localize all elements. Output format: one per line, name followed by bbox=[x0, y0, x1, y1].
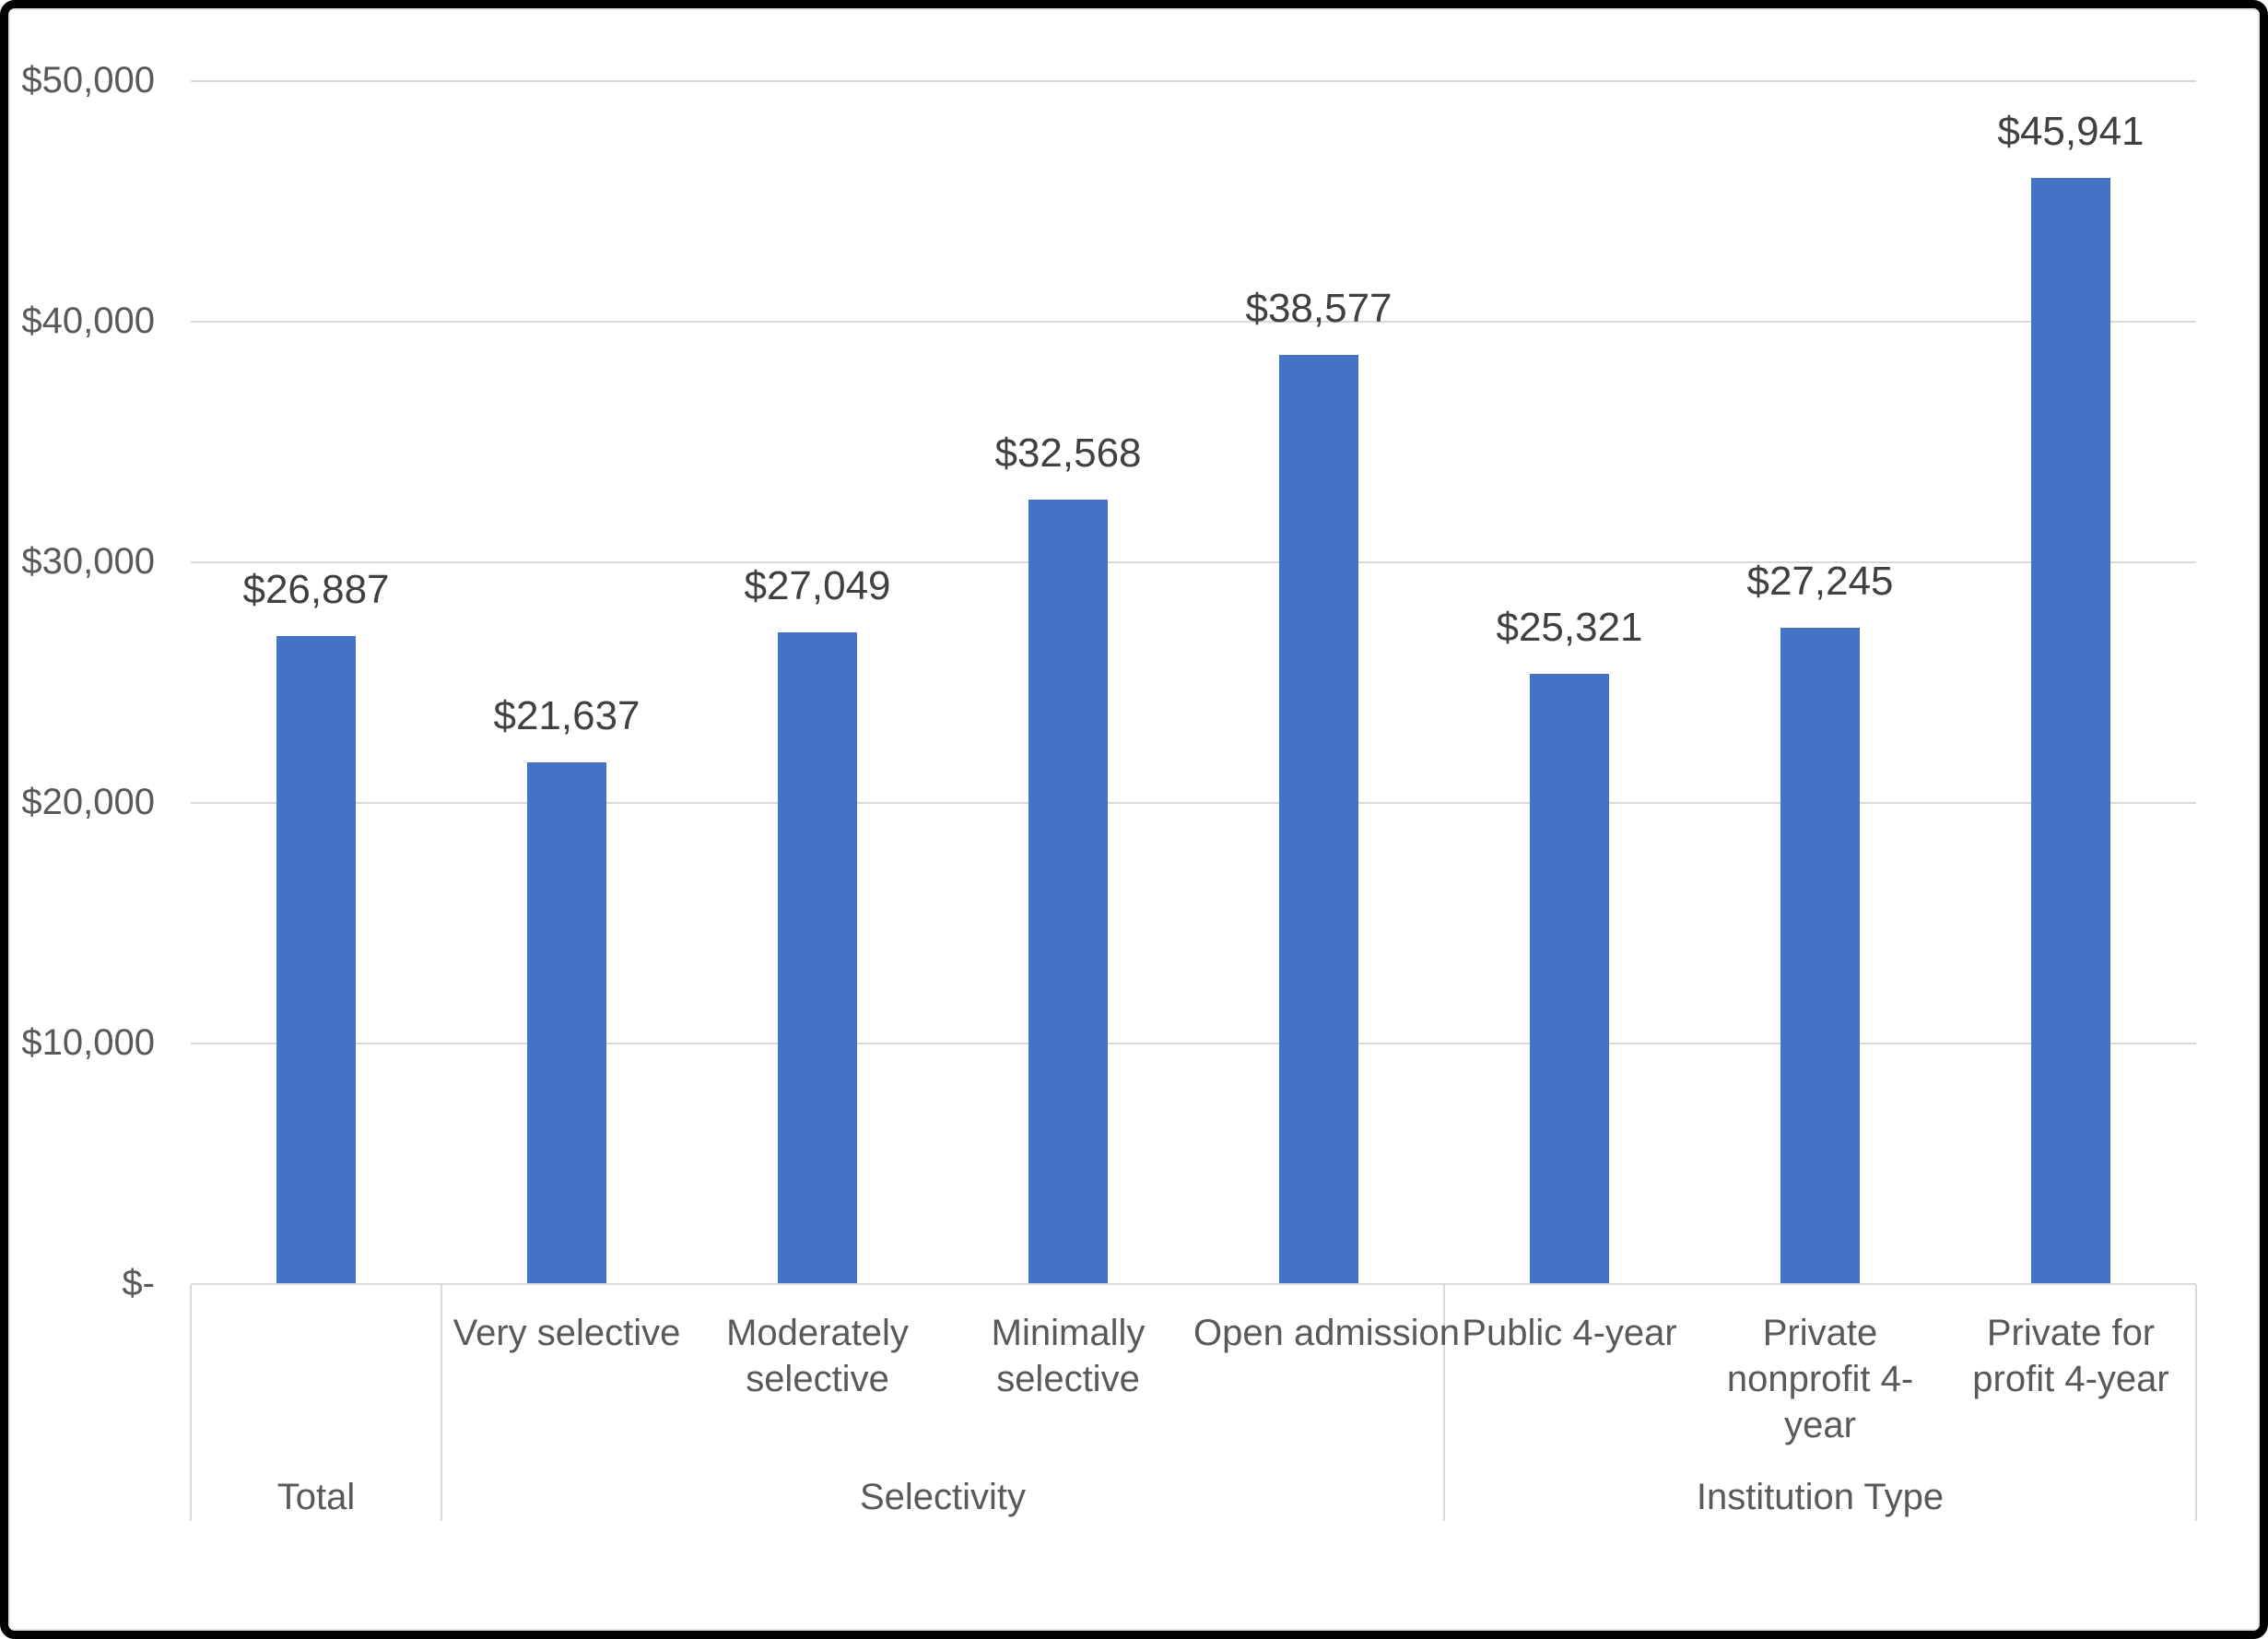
group-divider-total-selectivity bbox=[441, 1285, 442, 1521]
gridline-50000 bbox=[191, 80, 2196, 82]
category-axis-table: Very selective Moderately selective Mini… bbox=[190, 1283, 2197, 1521]
data-label: $32,568 bbox=[994, 430, 1142, 476]
bar-slot-open-admission: $38,577 bbox=[1193, 80, 1444, 1283]
bar bbox=[778, 632, 857, 1283]
gridline-10000 bbox=[191, 1043, 2196, 1044]
bar bbox=[1530, 674, 1609, 1283]
data-label: $27,049 bbox=[744, 563, 891, 608]
category-label-very-selective: Very selective bbox=[452, 1313, 681, 1353]
bar-slot-very-selective: $21,637 bbox=[441, 80, 692, 1283]
gridline-30000 bbox=[191, 561, 2196, 563]
category-label-open-admission: Open admission bbox=[1193, 1313, 1461, 1353]
group-divider-selectivity-institution bbox=[1443, 1285, 1445, 1521]
bar-slot-private-nonprofit-4-year: $27,245 bbox=[1695, 80, 1945, 1283]
group-label-selectivity: Selectivity bbox=[859, 1477, 1027, 1517]
category-label-private-nonprofit: Private nonprofit 4- year bbox=[1726, 1313, 1914, 1445]
group-label-total: Total bbox=[276, 1477, 356, 1517]
category-label-moderately-selective: Moderately selective bbox=[726, 1313, 909, 1399]
bar-slot-minimally-selective: $32,568 bbox=[943, 80, 1193, 1283]
bar bbox=[1780, 628, 1860, 1283]
y-tick-10000: $10,000 bbox=[21, 1022, 155, 1063]
category-label-public-4-year: Public 4-year bbox=[1462, 1313, 1677, 1353]
y-tick-20000: $20,000 bbox=[21, 782, 155, 822]
group-label-institution-type: Institution Type bbox=[1696, 1477, 1945, 1517]
bar-slot-private-for-profit-4-year: $45,941 bbox=[1945, 80, 2196, 1283]
bar bbox=[2031, 178, 2110, 1283]
data-label: $27,245 bbox=[1746, 559, 1894, 604]
y-tick-30000: $30,000 bbox=[21, 541, 155, 582]
data-label: $38,577 bbox=[1245, 286, 1393, 331]
bar bbox=[1279, 355, 1358, 1283]
bar-slot-public-4-year: $25,321 bbox=[1444, 80, 1695, 1283]
y-tick-40000: $40,000 bbox=[21, 301, 155, 341]
data-label: $45,941 bbox=[1997, 109, 2145, 154]
category-label-private-for-profit: Private for profit 4-year bbox=[1972, 1313, 2169, 1399]
table-border-left bbox=[190, 1285, 192, 1521]
bar-slot-total: $26,887 bbox=[191, 80, 441, 1283]
bar-slot-moderately-selective: $27,049 bbox=[692, 80, 943, 1283]
bar bbox=[276, 636, 356, 1283]
data-label: $26,887 bbox=[242, 567, 390, 612]
y-tick-50000: $50,000 bbox=[21, 60, 155, 100]
gridline-40000 bbox=[191, 321, 2196, 323]
category-label-minimally-selective: Minimally selective bbox=[991, 1313, 1146, 1399]
gridline-20000 bbox=[191, 802, 2196, 804]
data-label: $21,637 bbox=[493, 693, 640, 738]
category-label-total-blank bbox=[191, 1285, 441, 1310]
bar bbox=[1028, 500, 1108, 1283]
bar bbox=[527, 762, 606, 1283]
y-tick-zero: $- bbox=[122, 1263, 155, 1303]
table-border-right bbox=[2195, 1285, 2197, 1521]
plot-area: $26,887 $21,637 $27,049 $32,568 $38,577 … bbox=[191, 80, 2196, 1283]
data-label: $25,321 bbox=[1496, 605, 1643, 650]
